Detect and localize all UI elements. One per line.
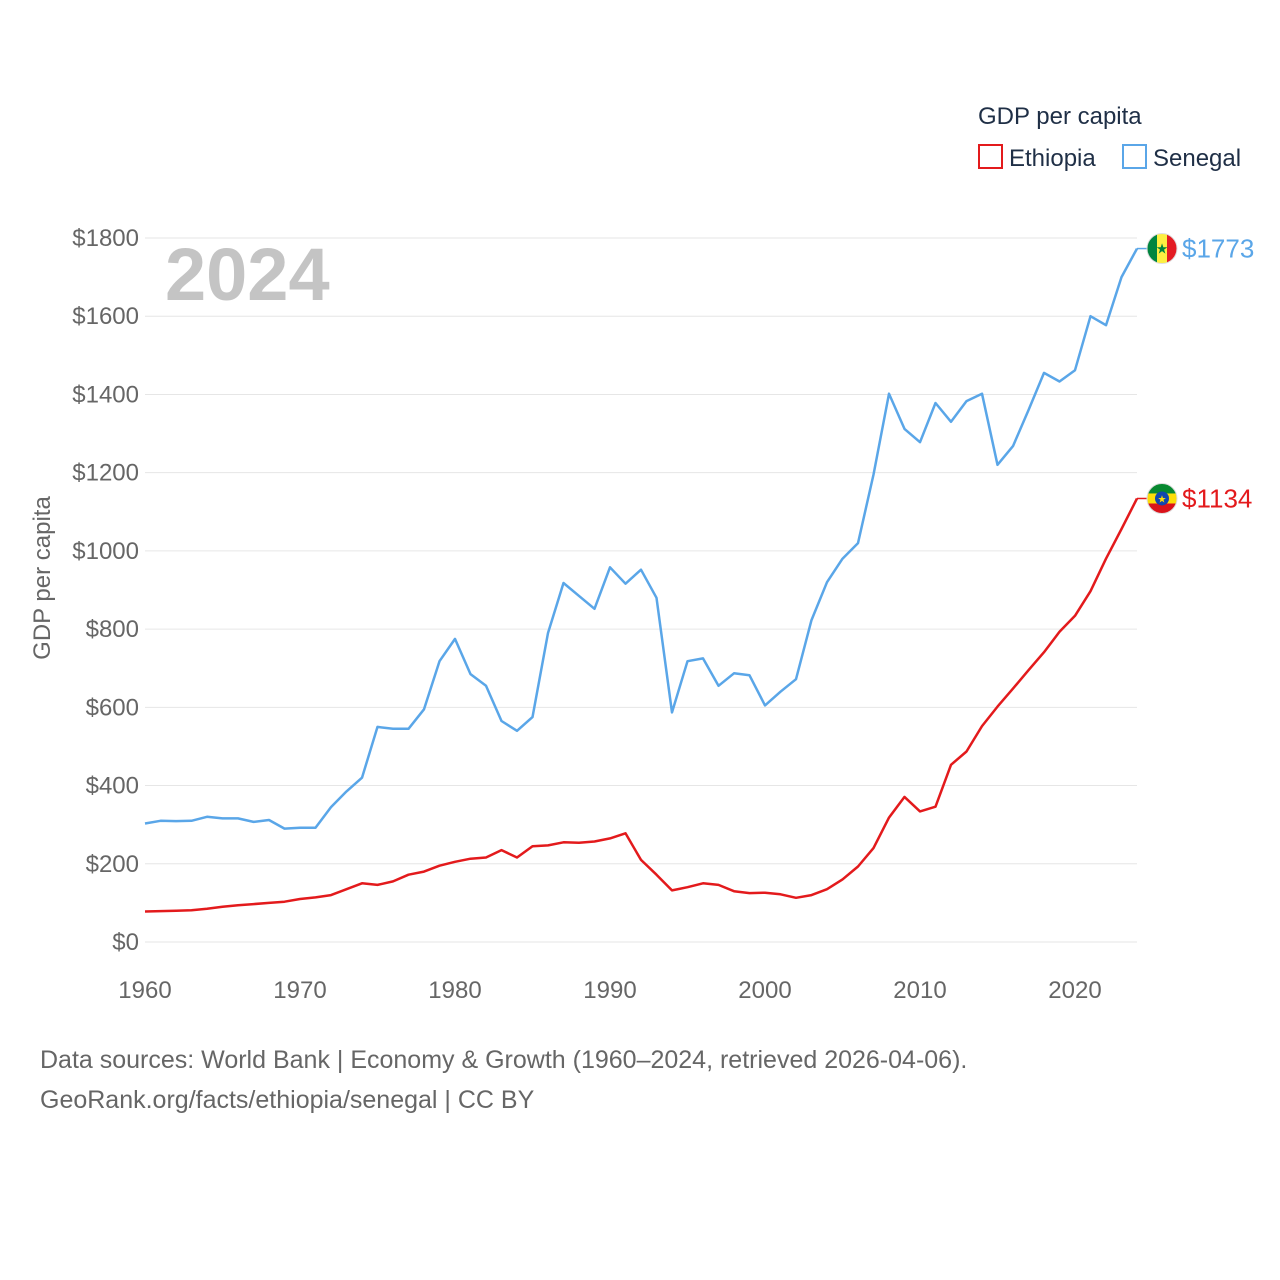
y-tick-label-1000: $1000 (72, 538, 139, 565)
line-chart: $0 $200 $400 $600 $800 $1000 $1200 $1400 $1600 $1… (29, 103, 1254, 1004)
end-value-label-senegal: $1773 (1182, 234, 1254, 264)
x-tick-label-1970: 1970 (273, 977, 326, 1004)
ethiopia-flag-icon: ★ (1146, 482, 1178, 514)
legend-swatch-ethiopia[interactable] (978, 144, 1003, 169)
svg-text:★: ★ (1158, 494, 1167, 505)
series-line-ethiopia[interactable] (144, 497, 1139, 913)
legend-title: GDP per capita (978, 103, 1142, 130)
end-value-label-ethiopia: $1134 (1182, 483, 1252, 513)
x-tick-label-2000: 2000 (738, 977, 791, 1004)
y-axis-label: GDP per capita (29, 496, 56, 660)
footer: Data sources: World Bank | Economy & Gro… (40, 1040, 967, 1120)
y-axis: $0 $200 $400 $600 $800 $1000 $1200 $1400 $1600 $1… (72, 225, 139, 956)
series-line-senegal[interactable] (144, 248, 1139, 830)
x-tick-label-2020: 2020 (1048, 977, 1101, 1004)
legend: GDP per capita Ethiopia Senegal (978, 103, 1241, 172)
y-tick-label-800: $800 (86, 616, 139, 643)
svg-text:★: ★ (1156, 241, 1169, 257)
x-tick-label-1990: 1990 (583, 977, 636, 1004)
x-tick-label-1960: 1960 (118, 977, 171, 1004)
senegal-flag-icon: ★ (1146, 233, 1178, 265)
x-axis: 1960 1970 1980 1990 2000 2010 2020 (118, 977, 1101, 1004)
y-tick-label-600: $600 (86, 694, 139, 721)
y-tick-label-1200: $1200 (72, 460, 139, 487)
y-tick-label-0: $0 (112, 929, 139, 956)
y-tick-label-1400: $1400 (72, 381, 139, 408)
legend-swatch-senegal[interactable] (1122, 144, 1147, 169)
end-labels: ★ $1134 ★ $1773 (1137, 233, 1254, 514)
y-tick-label-400: $400 (86, 773, 139, 800)
x-tick-label-2010: 2010 (893, 977, 946, 1004)
data-sources-text: Data sources: World Bank | Economy & Gro… (40, 1046, 968, 1074)
y-tick-label-1600: $1600 (72, 303, 139, 330)
source-link[interactable]: GeoRank.org/facts/ethiopia/senegal | CC … (40, 1086, 535, 1114)
legend-label-senegal[interactable]: Senegal (1153, 145, 1241, 172)
legend-label-ethiopia[interactable]: Ethiopia (1009, 145, 1096, 172)
x-tick-label-1980: 1980 (428, 977, 481, 1004)
year-label: 2024 (165, 233, 330, 316)
grid (145, 237, 1137, 943)
series (144, 248, 1139, 913)
y-tick-label-200: $200 (86, 851, 139, 878)
y-tick-label-1800: $1800 (72, 225, 139, 252)
